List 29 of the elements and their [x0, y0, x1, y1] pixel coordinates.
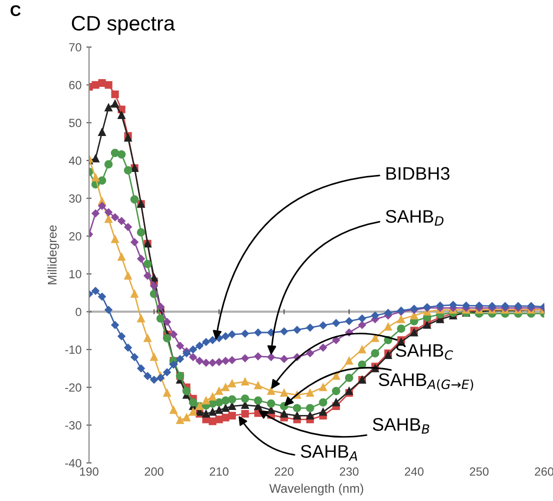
y-tick-label: 10 [70, 270, 82, 278]
x-axis-title: Wavelength (nm) [269, 484, 364, 496]
x-tick-label: 210 [210, 467, 228, 476]
annotation: SAHB$_{D}$ [386, 210, 444, 226]
y-tick-label: 50 [69, 118, 82, 128]
y-tick-label: 40 [68, 156, 82, 165]
y-axis-title: Millidegree [47, 225, 60, 284]
y-tick-label: -40 [65, 458, 82, 468]
annotation: SAHB$_{A(G→E)}$ [378, 373, 474, 391]
x-tick-label: 200 [144, 467, 164, 476]
y-tick-label: 60 [69, 80, 82, 90]
text: C [10, 5, 21, 16]
x-tick-label: 250 [470, 467, 489, 476]
annotation: BIDBH3 [386, 167, 450, 180]
x-tick-label: 230 [340, 467, 358, 476]
y-tick-label: 70 [69, 43, 82, 52]
y-tick-label: -20 [65, 383, 82, 392]
x-tick-label: 220 [274, 467, 294, 476]
annotation: SAHB$_{B}$ [372, 418, 430, 434]
x-tick-label: 190 [80, 467, 98, 476]
y-tick-label: 30 [69, 194, 82, 203]
y-tick-label: -30 [65, 421, 82, 430]
annotation: SAHB$_{A}$ [300, 445, 358, 461]
y-tick-label: 20 [69, 232, 82, 240]
chart-title: CD spectra [72, 16, 176, 35]
x-tick-label: 240 [404, 467, 424, 476]
y-tick-label: 0 [76, 308, 82, 316]
annotation: SAHB$_{C}$ [396, 344, 454, 360]
y-tick-label: -10 [65, 346, 82, 354]
